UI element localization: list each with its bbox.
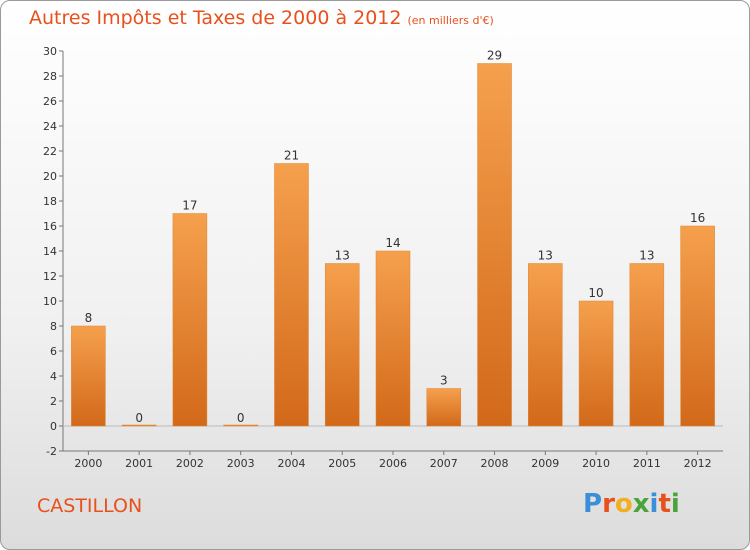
bar <box>680 225 715 427</box>
logo-letter: i <box>670 489 680 519</box>
y-tick-label: 12 <box>43 270 57 283</box>
y-tick-label: 28 <box>43 70 57 83</box>
x-tick-label: 2002 <box>176 457 204 470</box>
bar-value-label: 0 <box>237 411 245 425</box>
x-tick-label: 2009 <box>531 457 559 470</box>
y-tick-label: 4 <box>50 370 57 383</box>
bar-value-label: 17 <box>182 199 197 213</box>
bar <box>629 263 665 427</box>
bar-value-label: 13 <box>639 249 654 263</box>
y-tick-label: 6 <box>50 345 57 358</box>
logo-letter: i <box>649 489 659 519</box>
bar-value-label: 3 <box>440 374 448 388</box>
bar-value-label: 13 <box>538 249 553 263</box>
logo-letter: x <box>632 489 650 519</box>
logo-letter: t <box>658 489 671 519</box>
y-tick-label: -2 <box>46 445 57 458</box>
bar <box>274 163 309 427</box>
bar-value-label: 14 <box>385 236 400 250</box>
logo-letter: P <box>583 489 603 519</box>
bar-value-label: 29 <box>487 49 502 63</box>
y-tick-label: 0 <box>50 420 57 433</box>
x-tick-label: 2001 <box>125 457 153 470</box>
y-tick-label: 22 <box>43 145 57 158</box>
x-tick-label: 2012 <box>684 457 712 470</box>
bar-value-label: 13 <box>335 249 350 263</box>
y-tick-label: 16 <box>43 220 57 233</box>
x-tick-label: 2010 <box>582 457 610 470</box>
x-tick-label: 2000 <box>74 457 102 470</box>
commune-name: CASTILLON <box>37 495 143 517</box>
bar-value-label: 21 <box>284 149 299 163</box>
bar-value-label: 8 <box>85 311 93 325</box>
y-tick-label: 2 <box>50 395 57 408</box>
chart-title-text: Autres Impôts et Taxes de 2000 à 2012 <box>29 7 402 29</box>
proxiti-logo: Proxiti <box>583 489 680 519</box>
bar <box>121 424 157 427</box>
y-tick-label: 14 <box>43 245 57 258</box>
bar-value-label: 10 <box>588 286 603 300</box>
bar <box>223 424 258 427</box>
y-tick-label: 20 <box>43 170 57 183</box>
x-tick-label: 2008 <box>481 457 509 470</box>
bar <box>477 63 512 427</box>
x-tick-label: 2004 <box>277 457 305 470</box>
bar <box>71 325 106 427</box>
bar <box>578 300 614 427</box>
bar <box>172 213 208 427</box>
y-tick-label: 10 <box>43 295 57 308</box>
bar <box>426 388 462 427</box>
logo-letter: o <box>614 489 633 519</box>
bar <box>375 250 411 427</box>
bar <box>528 263 563 427</box>
y-tick-label: 30 <box>43 45 57 58</box>
x-tick-label: 2006 <box>379 457 407 470</box>
bar <box>324 263 360 427</box>
bar-value-label: 0 <box>135 411 143 425</box>
x-tick-label: 2011 <box>633 457 661 470</box>
chart-unit: (en milliers d'€) <box>407 14 494 27</box>
bar-value-label: 16 <box>690 211 705 225</box>
x-tick-label: 2005 <box>328 457 356 470</box>
y-tick-label: 24 <box>43 120 57 133</box>
logo-letter: r <box>602 489 615 519</box>
chart-title: Autres Impôts et Taxes de 2000 à 2012 (en… <box>29 7 494 29</box>
y-tick-label: 8 <box>50 320 57 333</box>
x-tick-label: 2003 <box>227 457 255 470</box>
y-tick-label: 26 <box>43 95 57 108</box>
x-tick-label: 2007 <box>430 457 458 470</box>
y-tick-label: 18 <box>43 195 57 208</box>
